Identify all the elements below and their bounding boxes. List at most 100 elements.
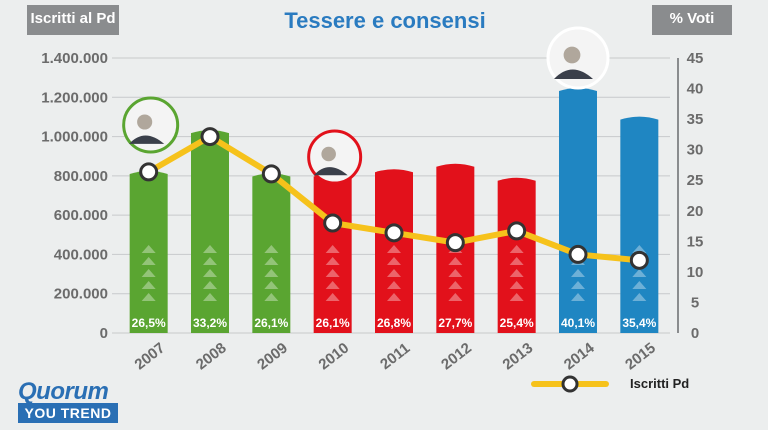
bar-arrow-icon <box>325 281 340 289</box>
bar-arrow-icon <box>325 245 340 253</box>
bar-arrow-icon <box>325 257 340 265</box>
bar-2009 <box>252 173 291 333</box>
bar-arrow-icon <box>632 245 647 253</box>
line-point-2007 <box>139 162 159 182</box>
left-axis-title: Iscritti al Pd <box>27 5 119 35</box>
bar-arrow-icon <box>571 281 585 289</box>
line-point-2013 <box>507 221 527 241</box>
left-tick-label: 1.200.000 <box>41 89 108 106</box>
line-point-2012 <box>445 233 465 253</box>
bar-arrow-icon <box>141 245 156 253</box>
bar-arrow-icon <box>141 269 156 277</box>
bar-arrow-icon <box>448 293 463 301</box>
bar-2011 <box>375 169 413 333</box>
left-tick-label: 0 <box>100 325 108 342</box>
bar-arrow-icon <box>387 257 401 265</box>
bar-arrow-icon <box>448 257 463 265</box>
right-tick-label: 20 <box>687 203 704 220</box>
bar-arrow-icon <box>203 293 217 301</box>
bar-2015 <box>620 116 659 334</box>
bar-arrow-icon <box>632 293 647 301</box>
portrait-badge-2007-body <box>129 135 165 144</box>
x-tick-label: 2013 <box>500 339 537 373</box>
portrait-badge-2014-head <box>563 46 581 64</box>
bar-arrow-icon <box>264 293 279 301</box>
quorum-logo: Quorum <box>18 378 109 405</box>
right-tick-label: 40 <box>687 81 704 98</box>
bar-value-label: 26,5% <box>132 316 166 330</box>
bar-arrow-icon <box>448 269 463 277</box>
bar-arrow-icon <box>325 293 340 301</box>
right-tick-label: 0 <box>691 325 699 342</box>
bar-value-label: 35,4% <box>622 316 656 330</box>
bar-arrow-icon <box>571 269 585 277</box>
bar-value-label: 27,7% <box>438 316 472 330</box>
right-axis-title: % Voti <box>652 5 732 35</box>
x-tick-label: 2009 <box>254 339 291 373</box>
bar-arrow-icon <box>141 257 156 265</box>
bar-arrow-icon <box>325 269 340 277</box>
x-tick-label: 2014 <box>561 339 598 373</box>
left-tick-label: 400.000 <box>54 246 108 263</box>
bar-arrow-icon <box>509 281 524 289</box>
bar-arrow-icon <box>264 257 279 265</box>
line-point-2008 <box>200 127 220 147</box>
legend-label: Iscritti Pd <box>630 376 690 391</box>
left-tick-label: 800.000 <box>54 168 108 185</box>
bar-2014 <box>559 87 597 333</box>
right-tick-label: 30 <box>687 142 704 159</box>
x-tick-label: 2012 <box>438 339 475 373</box>
bar-arrow-icon <box>141 281 156 289</box>
bar-arrow-icon <box>264 269 279 277</box>
left-tick-label: 600.000 <box>54 207 108 224</box>
bar-arrow-icon <box>387 293 401 301</box>
x-tick-label: 2008 <box>193 339 230 373</box>
right-tick-label: 35 <box>687 111 704 128</box>
line-point-2009 <box>261 164 281 184</box>
bar-arrow-icon <box>387 269 401 277</box>
youtrend-logo: YOU TREND <box>18 403 118 423</box>
right-tick-label: 15 <box>687 233 704 250</box>
left-tick-label: 1.000.000 <box>41 129 108 146</box>
bar-arrow-icon <box>632 281 647 289</box>
bar-2010 <box>313 173 352 333</box>
left-tick-label: 200.000 <box>54 286 108 303</box>
portrait-badge-2010-head <box>321 146 336 162</box>
x-tick-label: 2010 <box>316 339 353 373</box>
bar-arrow-icon <box>387 245 401 253</box>
bar-arrow-icon <box>203 245 217 253</box>
bar-arrow-icon <box>264 245 279 253</box>
bar-arrow-icon <box>509 257 524 265</box>
bar-value-label: 40,1% <box>561 316 595 330</box>
x-tick-label: 2011 <box>377 340 413 373</box>
bar-arrow-icon <box>203 281 217 289</box>
x-tick-label: 2007 <box>132 339 169 373</box>
bar-value-label: 26,1% <box>254 316 288 330</box>
bar-2013 <box>497 177 536 333</box>
bar-arrow-icon <box>264 281 279 289</box>
bar-arrow-icon <box>203 269 217 277</box>
bar-2007 <box>129 171 168 333</box>
bar-2008 <box>191 130 229 333</box>
line-point-2015 <box>629 250 649 270</box>
line-point-2010 <box>323 213 343 233</box>
bar-arrow-icon <box>448 281 463 289</box>
chart-title: Tessere e consensi <box>284 8 486 33</box>
portrait-badge-2007-head <box>137 114 153 130</box>
bar-value-label: 26,1% <box>316 316 350 330</box>
bar-value-label: 26,8% <box>377 316 411 330</box>
line-point-2011 <box>384 223 404 243</box>
bar-arrow-icon <box>203 257 217 265</box>
right-tick-label: 5 <box>691 294 699 311</box>
x-tick-label: 2015 <box>622 339 659 373</box>
right-tick-label: 10 <box>687 264 704 281</box>
bar-arrow-icon <box>509 269 524 277</box>
bar-arrow-icon <box>509 245 524 253</box>
legend-line-icon <box>531 375 609 393</box>
bar-value-label: 33,2% <box>193 316 227 330</box>
portrait-badge-2014-body <box>554 69 593 79</box>
portrait-badge-2010-body <box>313 167 348 176</box>
bar-arrow-icon <box>509 293 524 301</box>
